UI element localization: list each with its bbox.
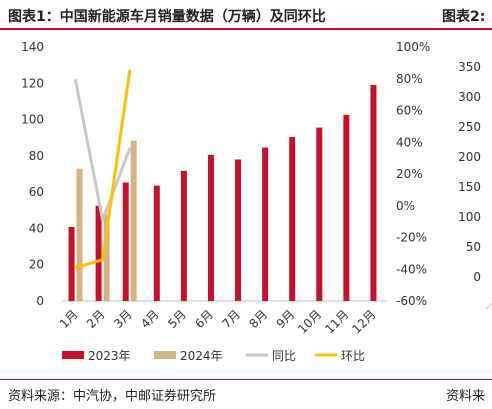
y2-tick-label: -20%	[396, 231, 427, 245]
second-y-tick-label: 300	[458, 90, 481, 104]
y-tick-label: 80	[29, 149, 44, 163]
bar-2023	[207, 154, 214, 301]
bar-2023	[95, 205, 102, 301]
source-note: 资料来源：中汽协，中邮证券研究所	[8, 389, 217, 404]
bar-2023	[262, 147, 269, 301]
x-tick-label: 2月	[84, 307, 108, 331]
bar-2024	[130, 140, 137, 301]
second-chart-title: 图表2:	[442, 9, 486, 25]
chart-legend: 2023年 2024年 同比 环比	[62, 349, 365, 363]
second-source-note: 资料来	[446, 389, 486, 404]
y-tick-label: 20	[29, 258, 44, 272]
x-tick-label: 12月	[349, 307, 378, 336]
x-tick-label: 11月	[322, 307, 351, 336]
bar-2023	[235, 159, 242, 301]
x-tick-label: 3月	[111, 307, 135, 331]
y2-tick-label: 60%	[396, 104, 423, 118]
second-y-tick-label: 200	[458, 150, 481, 164]
y2-tick-label: 0%	[396, 199, 415, 213]
yoy-line	[74, 78, 132, 222]
x-tick-label: 1月	[57, 307, 81, 331]
legend-swatch	[62, 351, 84, 359]
bar-2023	[68, 226, 75, 301]
legend-label: 环比	[341, 349, 365, 363]
y2-tick-label: -60%	[396, 294, 427, 308]
y-tick-label: 60	[29, 185, 44, 199]
bar-2023	[153, 185, 160, 301]
bar-2023	[289, 136, 296, 301]
x-tick-label: 8月	[246, 307, 270, 331]
bar-2024	[103, 214, 110, 301]
footer-divider	[0, 379, 492, 380]
second-y-tick-label: 0	[473, 270, 481, 284]
second-y-tick-label: 250	[458, 120, 481, 134]
main-chart: 0 20 40 60 80 100 120 140 -60% -40% -20% 0% 20% 40% 60…	[21, 40, 430, 336]
bar-2023	[370, 84, 377, 301]
x-tick-label: 6月	[192, 307, 216, 331]
legend-swatch	[154, 351, 176, 359]
y2-tick-label: 100%	[396, 40, 430, 54]
chart-title: 图表1：中国新能源车月销量数据（万辆）及同环比	[8, 9, 326, 25]
second-y-tick-label: 150	[458, 180, 481, 194]
legend-label: 2024年	[180, 349, 223, 363]
second-y-tick-label: 100	[458, 210, 481, 224]
bar-2024	[76, 168, 83, 301]
y-tick-label: 120	[21, 76, 44, 90]
second-axis-line	[485, 302, 492, 310]
x-tick-label: 4月	[138, 307, 162, 331]
bar-2023	[316, 127, 323, 301]
y-tick-label: 140	[21, 40, 44, 54]
sales-chart: 0 20 40 60 80 100 120 140 -60% -40% -20% 0% 20% 40% 60…	[21, 40, 492, 363]
legend-label: 同比	[272, 349, 296, 363]
bar-2023	[122, 182, 129, 301]
y2-tick-label: -40%	[396, 262, 427, 276]
y2-tick-label: 40%	[396, 135, 423, 149]
bar-2023	[180, 170, 187, 301]
x-tick-label: 10月	[295, 307, 324, 336]
legend-label: 2023年	[88, 349, 131, 363]
x-tick-label: 5月	[165, 307, 189, 331]
y-tick-label: 0	[36, 294, 44, 308]
y-tick-label: 40	[29, 221, 44, 235]
y-tick-label: 100	[21, 113, 44, 127]
title-bar: 图表1：中国新能源车月销量数据（万辆）及同环比 图表2:	[0, 0, 492, 30]
y2-tick-label: 20%	[396, 167, 423, 181]
title-divider	[0, 28, 492, 30]
x-tick-label: 9月	[274, 307, 298, 331]
second-y-tick-label: 350	[458, 60, 481, 74]
bar-2023	[343, 114, 350, 302]
x-tick-label: 7月	[219, 307, 243, 331]
second-chart-partial: 0 50 100 150 200 250 300 350	[458, 60, 492, 310]
y2-tick-label: 80%	[396, 72, 423, 86]
mom-line	[74, 69, 132, 270]
second-y-tick-label: 50	[466, 240, 481, 254]
